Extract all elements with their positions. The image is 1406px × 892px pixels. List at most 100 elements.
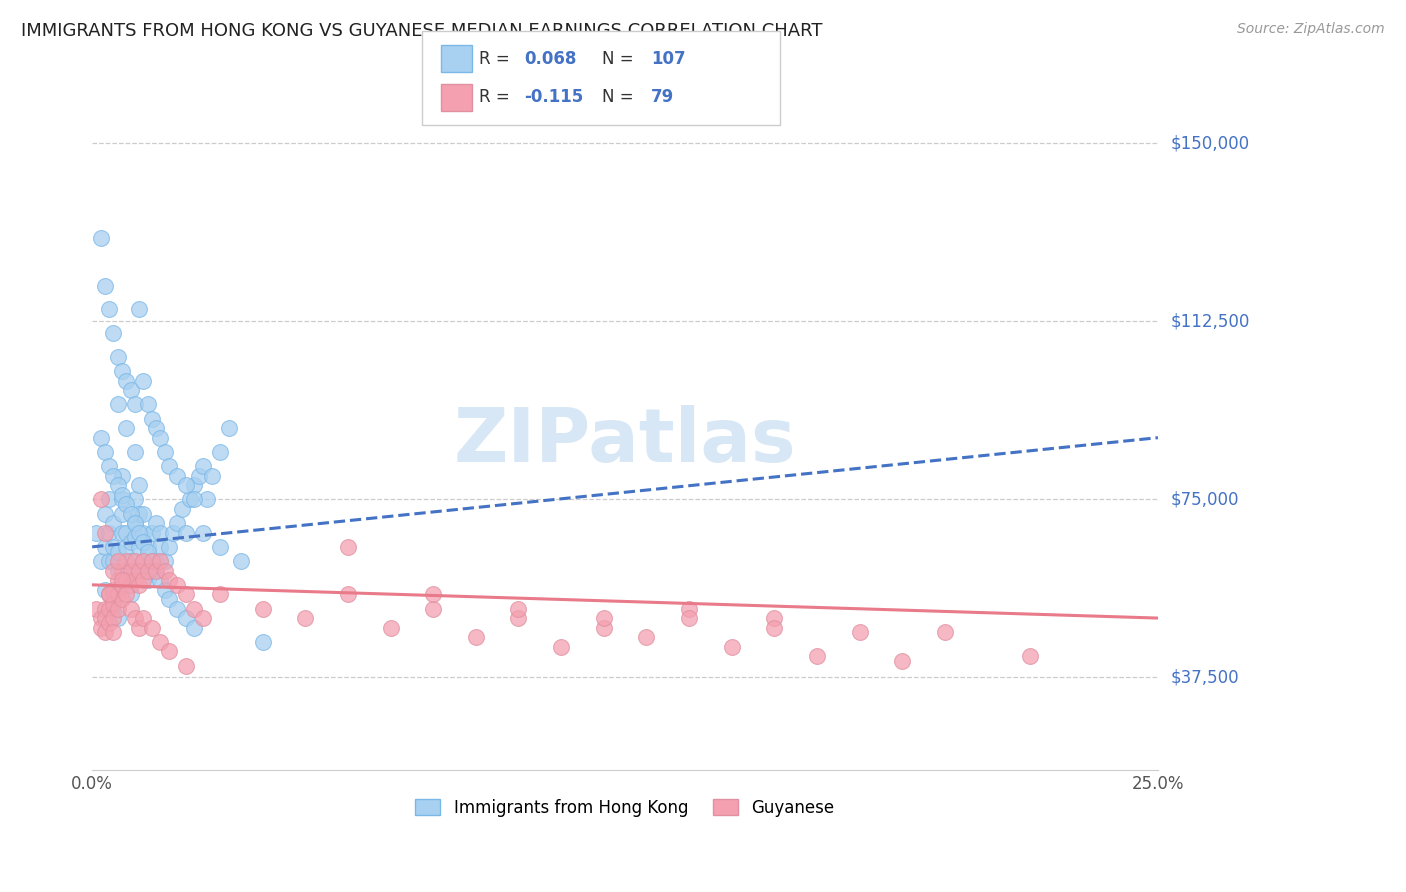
Point [111, 578, 134, 592]
Point [94, 611, 117, 625]
Point [162, 525, 184, 540]
Point [128, 564, 150, 578]
Point [174, 658, 197, 673]
Point [153, 445, 176, 459]
Point [124, 554, 146, 568]
Point [179, 492, 201, 507]
Point [149, 540, 172, 554]
Point [94, 601, 117, 615]
Point [209, 445, 232, 459]
Point [90, 431, 112, 445]
Point [103, 326, 125, 341]
Point [145, 516, 167, 530]
Point [103, 587, 125, 601]
Point [120, 535, 142, 549]
Point [115, 540, 138, 554]
Text: IMMIGRANTS FROM HONG KONG VS GUYANESE MEDIAN EARNINGS CORRELATION CHART: IMMIGRANTS FROM HONG KONG VS GUYANESE ME… [21, 22, 823, 40]
Point [157, 459, 180, 474]
Point [111, 507, 134, 521]
Point [98, 587, 121, 601]
Point [94, 445, 117, 459]
Point [145, 554, 167, 568]
Point [891, 654, 914, 668]
Point [508, 611, 530, 625]
Point [183, 621, 205, 635]
Point [111, 525, 134, 540]
Point [141, 554, 163, 568]
Point [422, 601, 444, 615]
Point [120, 554, 142, 568]
Point [90, 621, 112, 635]
Point [294, 611, 316, 625]
Point [86, 525, 108, 540]
Point [90, 492, 112, 507]
Point [170, 502, 193, 516]
Point [98, 492, 121, 507]
Point [107, 601, 129, 615]
Point [115, 573, 138, 587]
Point [98, 587, 121, 601]
Point [183, 601, 205, 615]
Point [120, 587, 142, 601]
Point [107, 544, 129, 558]
Point [720, 640, 742, 654]
Point [136, 573, 159, 587]
Point [636, 630, 658, 644]
Point [174, 525, 197, 540]
Point [132, 611, 155, 625]
Point [141, 621, 163, 635]
Point [115, 587, 138, 601]
Point [174, 478, 197, 492]
Point [111, 364, 134, 378]
Point [128, 302, 150, 317]
Point [98, 554, 121, 568]
Point [107, 554, 129, 568]
Point [149, 573, 172, 587]
Point [153, 554, 176, 568]
Point [145, 564, 167, 578]
Point [166, 468, 188, 483]
Point [191, 459, 214, 474]
Point [98, 587, 121, 601]
Point [157, 540, 180, 554]
Point [103, 554, 125, 568]
Text: N =: N = [602, 50, 638, 68]
Point [111, 573, 134, 587]
Point [107, 611, 129, 625]
Point [90, 554, 112, 568]
Point [136, 544, 159, 558]
Point [132, 374, 155, 388]
Point [550, 640, 572, 654]
Point [94, 507, 117, 521]
Point [98, 459, 121, 474]
Point [124, 397, 146, 411]
Point [592, 621, 614, 635]
Point [157, 592, 180, 607]
Point [120, 383, 142, 397]
Point [107, 350, 129, 364]
Point [132, 554, 155, 568]
Point [191, 525, 214, 540]
Text: -0.115: -0.115 [524, 88, 583, 106]
Point [149, 635, 172, 649]
Point [124, 611, 146, 625]
Point [115, 573, 138, 587]
Point [848, 625, 870, 640]
Point [115, 525, 138, 540]
Point [94, 278, 117, 293]
Point [153, 564, 176, 578]
Point [252, 635, 274, 649]
Point [120, 564, 142, 578]
Point [218, 421, 240, 435]
Point [132, 525, 155, 540]
Point [120, 601, 142, 615]
Point [195, 492, 218, 507]
Point [115, 497, 138, 511]
Point [111, 492, 134, 507]
Point [380, 621, 402, 635]
Point [141, 564, 163, 578]
Point [107, 582, 129, 597]
Point [103, 540, 125, 554]
Point [934, 625, 956, 640]
Point [183, 478, 205, 492]
